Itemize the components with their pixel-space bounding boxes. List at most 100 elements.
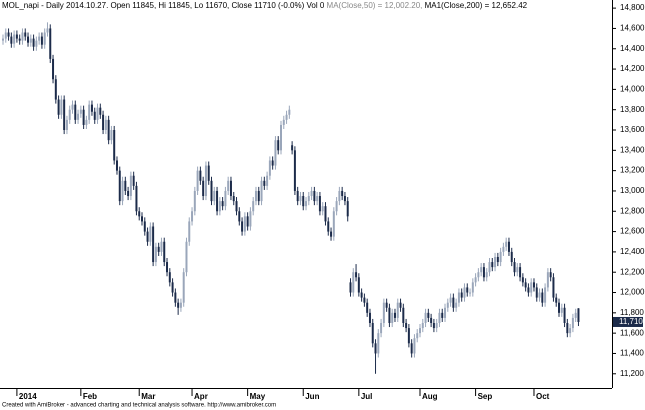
candle-body <box>93 111 96 120</box>
candle-body <box>505 241 508 247</box>
candle-body <box>327 221 330 232</box>
candle-body <box>477 272 480 278</box>
candle-body <box>207 165 210 181</box>
candle-body <box>196 170 199 191</box>
candle-body <box>4 32 7 39</box>
y-tick-label: 13,600 <box>620 125 645 134</box>
candle-body <box>316 196 319 202</box>
candle-body <box>102 114 105 131</box>
candle-body <box>430 317 433 323</box>
candle-body <box>113 130 116 161</box>
candle-body <box>396 302 399 318</box>
candle-body <box>191 211 194 222</box>
candle-body <box>82 109 85 125</box>
candle-body <box>446 302 449 308</box>
x-tick-label: Apr <box>194 392 208 401</box>
candle-body <box>277 140 280 151</box>
y-tick-label: 12,600 <box>620 227 645 236</box>
candle-body <box>229 180 232 197</box>
candle-body <box>393 312 396 318</box>
ma200-legend: MA1(Close,200) = 12,652.42 <box>425 1 528 10</box>
candle-body <box>152 226 155 263</box>
candle-body <box>563 307 566 323</box>
candle-body <box>7 32 10 37</box>
y-tick-label: 14,400 <box>620 44 645 53</box>
y-tick-label: 14,600 <box>620 24 645 33</box>
candle-body <box>382 302 385 323</box>
candle-body <box>63 99 66 131</box>
candle-body <box>138 211 141 217</box>
candle-body <box>357 277 360 293</box>
candle-body <box>391 312 394 323</box>
candle-body <box>257 190 260 202</box>
candle-body <box>460 292 463 298</box>
candle-body <box>268 160 271 176</box>
candle-body <box>221 201 224 207</box>
candle-body <box>232 196 235 202</box>
candle-body <box>241 221 244 232</box>
candle-body <box>202 180 205 197</box>
y-tick-label: 11,200 <box>620 369 644 378</box>
candle-body <box>355 272 358 278</box>
candle-body <box>385 302 388 308</box>
candle-body <box>68 109 71 120</box>
candle-body <box>38 36 41 41</box>
candle-body <box>107 119 110 141</box>
candle-body <box>338 190 341 202</box>
candle-body <box>377 333 380 354</box>
candle-body <box>463 287 466 298</box>
candle-body <box>52 58 55 80</box>
candle-body <box>455 302 458 308</box>
candle-body <box>441 312 444 318</box>
chart-title: MOL_napi - Daily 2014.10.27. Open 11845,… <box>2 1 528 10</box>
candle-body <box>524 282 527 288</box>
candle-body <box>60 99 63 115</box>
candle-body <box>405 322 408 329</box>
candle-body <box>399 302 402 308</box>
candle-body <box>299 196 302 202</box>
candle-body <box>352 272 355 293</box>
candle-body <box>115 160 118 171</box>
last-value-box <box>613 316 643 327</box>
candle-body <box>302 196 305 207</box>
candle-body <box>210 180 213 202</box>
candle-body <box>77 113 80 120</box>
candle-body <box>424 312 427 323</box>
candle-body <box>141 216 143 222</box>
candle-body <box>104 119 107 131</box>
title: MOL_napi - Daily 2014.10.27. Open 11845,… <box>2 1 325 10</box>
candle-body <box>577 308 580 322</box>
candle-body <box>285 114 288 120</box>
candle-body <box>307 196 310 202</box>
candle-body <box>129 175 132 197</box>
candle-body <box>435 322 438 329</box>
y-tick-label: 12,400 <box>620 247 645 256</box>
candle-body <box>499 251 502 263</box>
candle-body <box>40 36 43 45</box>
candle-body <box>488 262 491 273</box>
candle-body <box>49 28 52 59</box>
candle-body <box>555 297 558 303</box>
candle-body <box>510 251 513 263</box>
y-tick-label: 14,000 <box>620 84 645 93</box>
candle-body <box>238 211 241 222</box>
y-tick-label: 11,400 <box>620 349 644 358</box>
candle-body <box>366 302 369 313</box>
candle-body <box>179 302 182 308</box>
candle-body <box>571 317 574 329</box>
candle-body <box>157 246 160 252</box>
candle-body <box>282 119 285 125</box>
candle-body <box>177 302 180 308</box>
x-tick-label: Jul <box>361 392 373 401</box>
y-tick-label: 13,800 <box>620 105 645 114</box>
candle-body <box>535 287 538 298</box>
candle-body <box>216 190 219 212</box>
candle-body <box>402 307 405 323</box>
candle-body <box>118 170 121 202</box>
y-tick-label: 13,200 <box>620 166 645 175</box>
candle-body <box>193 190 196 212</box>
candle-body <box>516 267 519 273</box>
candle-body <box>266 175 269 186</box>
candle-body <box>291 145 294 151</box>
